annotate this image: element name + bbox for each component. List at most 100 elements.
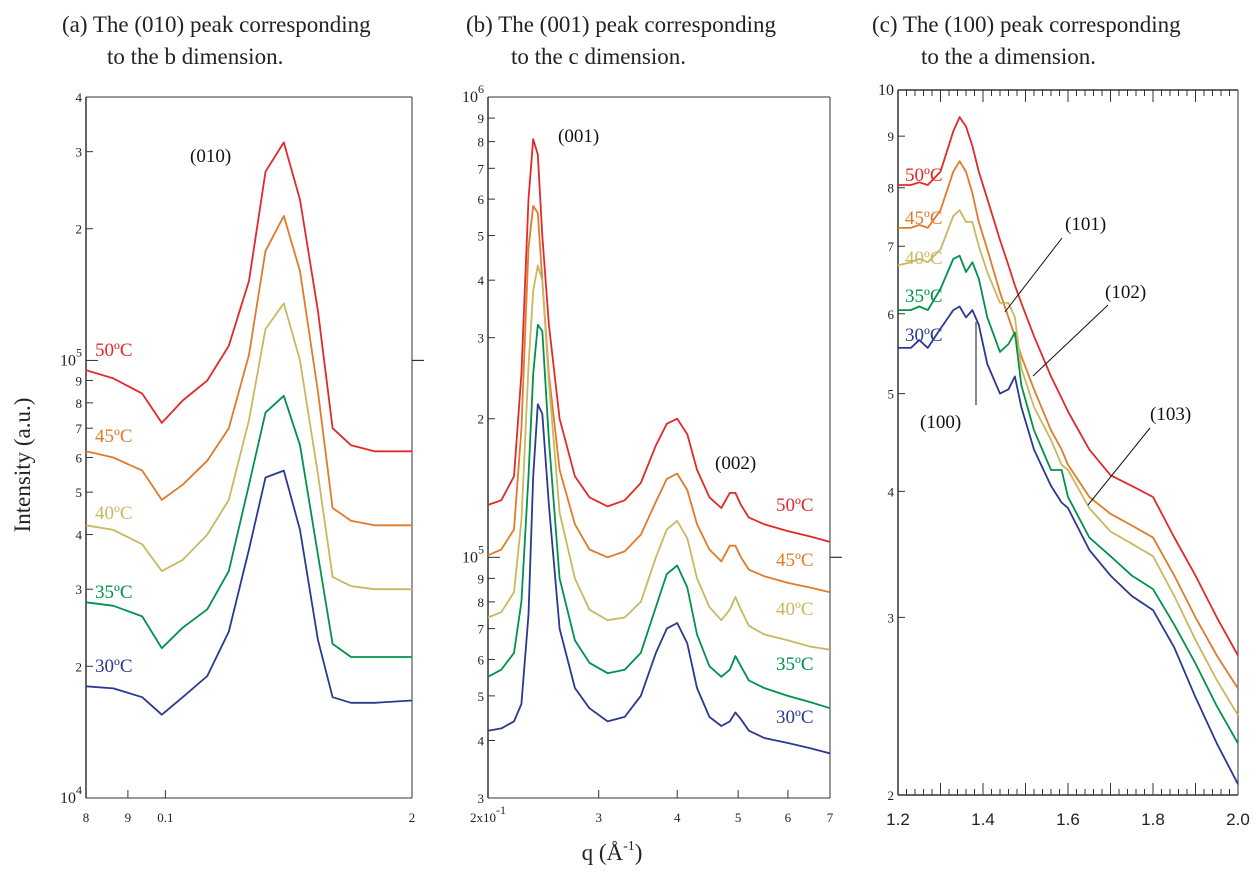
panel-a-y-tick-label: 2 xyxy=(76,659,83,674)
panel-b-x-tick-base: 5 xyxy=(735,810,742,825)
panel-c-y-tick-base: 8 xyxy=(888,181,895,196)
panel-c-y-tick-label: 7 xyxy=(888,239,895,254)
panel-b-y-tick-label: 105 xyxy=(462,542,484,566)
panel-b-y-tick-label: 8 xyxy=(478,135,485,150)
panel-b-y-tick-base: 6 xyxy=(478,192,485,207)
panel-c-legend-35c: 35ºC xyxy=(905,286,943,307)
panel-b-y-tick-base: 9 xyxy=(478,111,485,126)
panel-a-y-tick-base: 9 xyxy=(76,373,83,388)
panel-a-title-line1: (a) The (010) peak corresponding xyxy=(62,12,371,37)
panel-b-x-tick-base: 4 xyxy=(674,810,681,825)
panel-b-y-tick-label: 6 xyxy=(478,192,485,207)
panel-a-y-tick-label: 9 xyxy=(76,373,83,388)
panel-a-x-tick-base: 9 xyxy=(125,810,132,825)
panel-c-x-tick-label: 1.8 xyxy=(1141,810,1165,829)
panel-b-x-tick-base: 6 xyxy=(785,810,792,825)
panel-a-y-tick-exp: 5 xyxy=(76,345,82,359)
panel-b-y-tick-base: 5 xyxy=(478,689,485,704)
panel-c-y-tick-base: 6 xyxy=(888,307,895,322)
x-axis-label: q (Å-1) xyxy=(582,839,643,865)
panel-c-x-tick-label: 1.2 xyxy=(886,810,910,829)
panel-b-legend-40c: 40ºC xyxy=(776,599,814,620)
panel-b-legend-35c: 35ºC xyxy=(776,654,814,675)
panel-b-x-tick-label: 6 xyxy=(785,810,792,825)
panel-b-y-tick-exp: 5 xyxy=(478,542,484,556)
panel-c-legend-30c: 30ºC xyxy=(905,325,943,346)
panel-a-x-tick-label: 8 xyxy=(83,810,90,825)
panel-c-y-tick-base: 10 xyxy=(878,82,894,99)
panel-c-plot: 2 3 4 5 6 7 8 9 10 1.2 1.4 1.6 1.8 2.0 (100) (101) (1… xyxy=(878,82,1250,829)
panel-b-y-tick-base: 5 xyxy=(478,229,485,244)
panel-c-x-tick-base: 1.8 xyxy=(1141,810,1165,829)
panel-b-y-tick-base: 4 xyxy=(478,273,485,288)
panel-b-series-50-c xyxy=(487,138,831,543)
panel-b-y-tick-base: 7 xyxy=(478,622,485,637)
panel-c-leader-103 xyxy=(1087,427,1151,506)
panel-c-y-tick-base: 4 xyxy=(888,484,895,499)
panel-b-series-30-c xyxy=(487,403,831,755)
y-axis-label: Intensity (a.u.) xyxy=(10,398,35,533)
panel-b-y-tick-label: 3 xyxy=(478,791,485,806)
panel-c-y-tick-base: 7 xyxy=(888,239,895,254)
panel-c-title-line2: to the a dimension. xyxy=(921,44,1096,69)
panel-b-y-tick-exp: 6 xyxy=(478,82,484,96)
panel-b-series-45-c xyxy=(487,204,831,594)
panel-a-y-tick-exp: 4 xyxy=(76,783,82,797)
panel-c-series-30-c xyxy=(898,305,1239,785)
panel-a-y-tick-label: 4 xyxy=(76,528,83,543)
panel-b-x-tick-label: 7 xyxy=(827,810,834,825)
panel-a-y-tick-base: 7 xyxy=(76,421,83,436)
panel-c-legend-40c: 40ºC xyxy=(905,248,943,269)
panel-a-legend-35c: 35ºC xyxy=(95,582,133,603)
panel-a-y-tick-base: 4 xyxy=(76,528,83,543)
panel-c-series xyxy=(897,116,1239,785)
panel-b-y-tick-base: 2 xyxy=(478,412,485,427)
panel-b-y-tick-label: 106 xyxy=(462,82,484,106)
panel-c-legend-50c: 50ºC xyxy=(905,165,943,186)
panel-a-y-tick-base: 2 xyxy=(76,222,83,237)
panel-b-y-tick-label: 7 xyxy=(478,161,485,176)
panel-c-x-tick-base: 1.6 xyxy=(1056,810,1080,829)
panel-c-y-tick-label: 2 xyxy=(888,788,895,803)
panel-a-y-tick-base: 10 xyxy=(60,352,76,369)
panel-a-x-tick-base: 2 xyxy=(409,810,416,825)
panel-c-y-tick-label: 9 xyxy=(888,129,895,144)
panel-c-leader-101 xyxy=(1004,237,1063,313)
panel-b-series xyxy=(487,138,831,755)
panel-b-y-tick-label: 4 xyxy=(478,273,485,288)
x-axis-label-close: ) xyxy=(635,840,643,865)
panel-a-y-tick-label: 8 xyxy=(76,396,83,411)
panel-a-y-tick-base: 4 xyxy=(76,90,83,105)
panel-c-title-line1: (c) The (100) peak corresponding xyxy=(872,12,1181,37)
panel-a-series-50-c xyxy=(85,141,412,453)
panel-b-y-tick-base: 8 xyxy=(478,135,485,150)
panel-c-annotation-101: (101) xyxy=(1065,214,1106,235)
panel-c-x-tick-base: 1.2 xyxy=(886,810,910,829)
panel-b-x-tick-label: 5 xyxy=(735,810,742,825)
panel-c-series-35-c xyxy=(898,254,1239,744)
panel-b-y-tick-label: 5 xyxy=(478,689,485,704)
panel-a-y-tick-label: 3 xyxy=(76,145,83,160)
panel-b-y-tick-base: 6 xyxy=(478,652,485,667)
panel-c-leader-102 xyxy=(1032,304,1109,377)
panel-b-y-tick-label: 7 xyxy=(478,622,485,637)
panel-c-y-tick-base: 3 xyxy=(888,610,895,625)
panel-a-y-tick-label: 2 xyxy=(76,222,83,237)
panel-c-y-tick-label: 6 xyxy=(888,307,895,322)
panel-a-y-tick-base: 3 xyxy=(76,582,83,597)
panel-c-series-50-c xyxy=(898,116,1239,656)
panel-c-ticks: 2 3 4 5 6 7 8 9 10 1.2 1.4 1.6 1.8 2.0 xyxy=(878,82,1250,829)
panel-a-series-30-c xyxy=(85,469,413,716)
panel-a-legend-40c: 40ºC xyxy=(95,503,133,524)
panel-b-y-tick-base: 10 xyxy=(462,549,478,566)
panel-a-y-tick-base: 2 xyxy=(76,659,83,674)
panel-b-x-tick-base: 7 xyxy=(827,810,834,825)
panel-c-y-tick-label: 4 xyxy=(888,484,895,499)
panel-a-y-tick-label: 105 xyxy=(60,345,82,369)
panel-a-series-45-c xyxy=(85,214,412,527)
panel-c-x-tick-base: 2.0 xyxy=(1226,810,1250,829)
panel-b-title-line1: (b) The (001) peak corresponding xyxy=(466,12,776,37)
panel-b-y-tick-base: 9 xyxy=(478,571,485,586)
